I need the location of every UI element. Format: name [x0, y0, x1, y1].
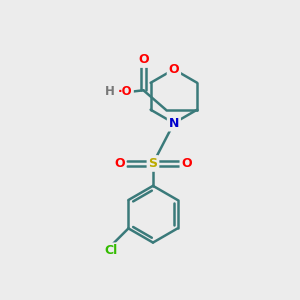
Text: ·O: ·O: [117, 85, 132, 98]
Text: H: H: [105, 85, 115, 98]
Text: N: N: [169, 117, 179, 130]
Text: O: O: [138, 53, 149, 66]
Text: Cl: Cl: [104, 244, 117, 257]
Text: S: S: [148, 157, 158, 170]
Text: O: O: [114, 157, 124, 170]
Text: O: O: [182, 157, 192, 170]
Text: O: O: [169, 63, 179, 76]
